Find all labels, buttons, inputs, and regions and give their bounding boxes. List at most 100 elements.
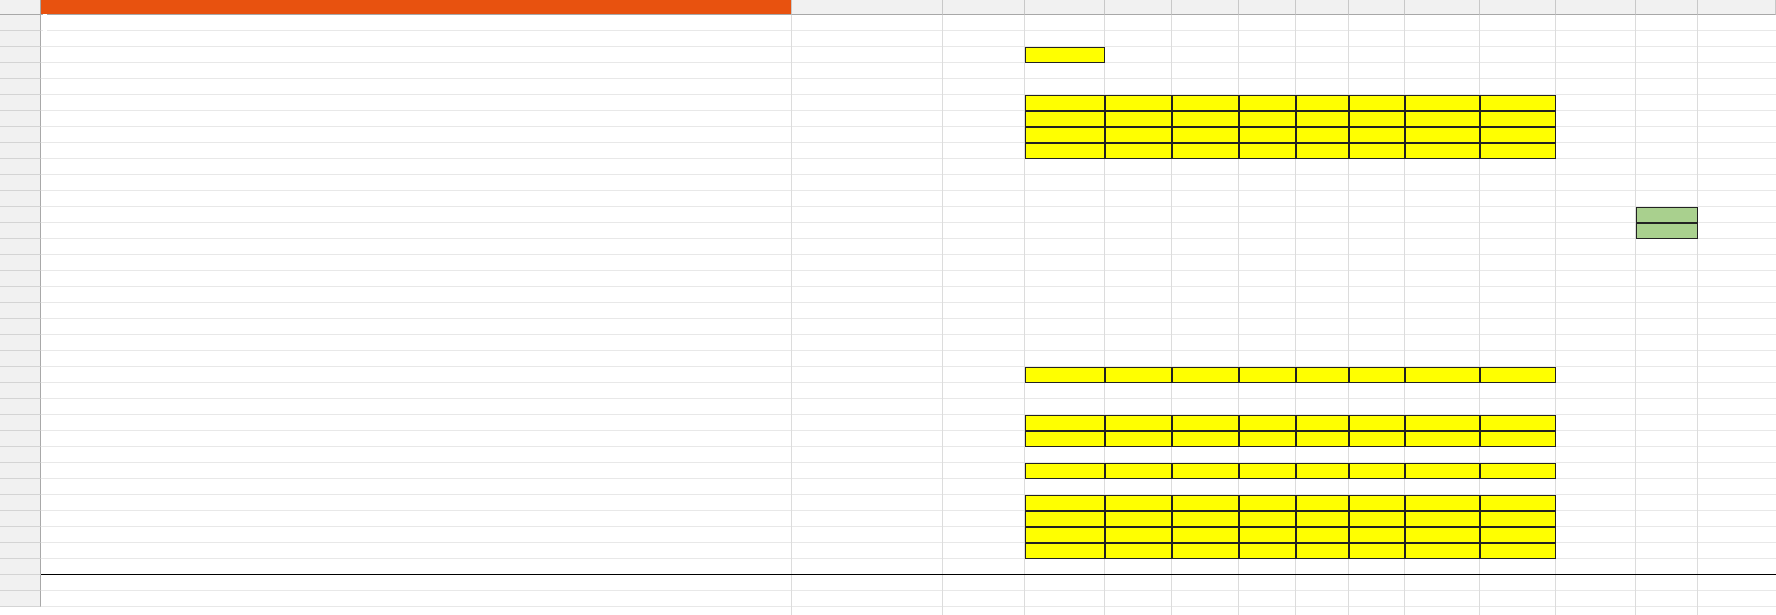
value-cell[interactable] bbox=[1172, 415, 1239, 431]
value-cell[interactable] bbox=[1025, 543, 1105, 559]
value-cell[interactable] bbox=[1296, 127, 1349, 143]
row-header-6[interactable] bbox=[0, 95, 41, 111]
value-cell[interactable] bbox=[1239, 95, 1296, 111]
value-cell[interactable] bbox=[1480, 95, 1556, 111]
column-header-g[interactable] bbox=[1239, 0, 1296, 15]
row-header-30[interactable] bbox=[0, 479, 41, 495]
value-cell[interactable] bbox=[1025, 463, 1105, 479]
value-cell[interactable] bbox=[1405, 495, 1480, 511]
value-cell[interactable] bbox=[1239, 127, 1296, 143]
column-header-j[interactable] bbox=[1405, 0, 1480, 15]
value-cell[interactable] bbox=[1025, 527, 1105, 543]
value-cell[interactable] bbox=[1105, 511, 1172, 527]
value-cell[interactable] bbox=[1296, 495, 1349, 511]
row-header-17[interactable] bbox=[0, 271, 41, 287]
value-cell[interactable] bbox=[1405, 543, 1480, 559]
value-cell[interactable] bbox=[1239, 495, 1296, 511]
value-cell[interactable] bbox=[1405, 367, 1480, 383]
value-cell[interactable] bbox=[1405, 127, 1480, 143]
row-header-35[interactable] bbox=[0, 559, 41, 575]
value-cell[interactable] bbox=[1239, 527, 1296, 543]
value-cell[interactable] bbox=[1239, 367, 1296, 383]
value-cell[interactable] bbox=[1405, 95, 1480, 111]
column-header-b[interactable] bbox=[792, 0, 943, 15]
row-header-11[interactable] bbox=[0, 175, 41, 191]
column-header-m[interactable] bbox=[1636, 0, 1698, 15]
unit-cell-m[interactable] bbox=[1636, 223, 1698, 239]
value-cell[interactable] bbox=[1172, 95, 1239, 111]
value-cell[interactable] bbox=[1296, 463, 1349, 479]
value-cell[interactable] bbox=[1025, 511, 1105, 527]
value-cell[interactable] bbox=[1025, 127, 1105, 143]
value-cell[interactable] bbox=[1405, 415, 1480, 431]
value-cell[interactable] bbox=[1349, 415, 1405, 431]
row-header-20[interactable] bbox=[0, 319, 41, 335]
value-cell[interactable] bbox=[1296, 543, 1349, 559]
value-cell[interactable] bbox=[1172, 543, 1239, 559]
row-header-3[interactable] bbox=[0, 47, 41, 63]
row-header-36[interactable] bbox=[0, 575, 41, 591]
value-cell[interactable] bbox=[1296, 431, 1349, 447]
value-cell[interactable] bbox=[1480, 543, 1556, 559]
row-header-37[interactable] bbox=[0, 591, 41, 607]
value-cell[interactable] bbox=[1025, 415, 1105, 431]
value-cell[interactable] bbox=[1480, 143, 1556, 159]
row-header-27[interactable] bbox=[0, 431, 41, 447]
column-header-f[interactable] bbox=[1172, 0, 1239, 15]
row-header-31[interactable] bbox=[0, 495, 41, 511]
value-cell[interactable] bbox=[1349, 95, 1405, 111]
column-header-c[interactable] bbox=[943, 0, 1025, 15]
value-cell[interactable] bbox=[1172, 127, 1239, 143]
row-header-1[interactable] bbox=[0, 15, 41, 31]
value-cell[interactable] bbox=[1296, 527, 1349, 543]
row-header-9[interactable] bbox=[0, 143, 41, 159]
value-cell[interactable] bbox=[1025, 431, 1105, 447]
value-cell[interactable] bbox=[1349, 127, 1405, 143]
row-header-19[interactable] bbox=[0, 303, 41, 319]
value-cell[interactable] bbox=[1296, 95, 1349, 111]
row-header-28[interactable] bbox=[0, 447, 41, 463]
row-header-18[interactable] bbox=[0, 287, 41, 303]
row-header-24[interactable] bbox=[0, 383, 41, 399]
value-cell[interactable] bbox=[1172, 463, 1239, 479]
column-header-h[interactable] bbox=[1296, 0, 1349, 15]
value-cell[interactable] bbox=[1480, 431, 1556, 447]
value-cell[interactable] bbox=[1105, 415, 1172, 431]
row-header-23[interactable] bbox=[0, 367, 41, 383]
value-cell[interactable] bbox=[1405, 143, 1480, 159]
column-header-e[interactable] bbox=[1105, 0, 1172, 15]
value-cell[interactable] bbox=[1296, 415, 1349, 431]
row-header-29[interactable] bbox=[0, 463, 41, 479]
row-header-33[interactable] bbox=[0, 527, 41, 543]
row-header-16[interactable] bbox=[0, 255, 41, 271]
value-cell[interactable] bbox=[1172, 367, 1239, 383]
value-cell[interactable] bbox=[1172, 495, 1239, 511]
value-cell[interactable] bbox=[1349, 511, 1405, 527]
value-cell[interactable] bbox=[1405, 111, 1480, 127]
value-cell[interactable] bbox=[1025, 95, 1105, 111]
value-cell[interactable] bbox=[1480, 511, 1556, 527]
value-cell[interactable] bbox=[1105, 111, 1172, 127]
value-cell[interactable] bbox=[1405, 431, 1480, 447]
value-cell[interactable] bbox=[1172, 527, 1239, 543]
ext-temp-input[interactable] bbox=[1025, 47, 1105, 63]
value-cell[interactable] bbox=[1349, 431, 1405, 447]
value-cell[interactable] bbox=[1349, 111, 1405, 127]
value-cell[interactable] bbox=[1105, 543, 1172, 559]
value-cell[interactable] bbox=[1480, 415, 1556, 431]
value-cell[interactable] bbox=[1239, 143, 1296, 159]
value-cell[interactable] bbox=[1480, 367, 1556, 383]
column-header-a[interactable] bbox=[41, 0, 792, 15]
value-cell[interactable] bbox=[1349, 367, 1405, 383]
value-cell[interactable] bbox=[1480, 463, 1556, 479]
value-cell[interactable] bbox=[1405, 463, 1480, 479]
value-cell[interactable] bbox=[1349, 463, 1405, 479]
value-cell[interactable] bbox=[1349, 543, 1405, 559]
value-cell[interactable] bbox=[1480, 127, 1556, 143]
value-cell[interactable] bbox=[1480, 527, 1556, 543]
row-header-2[interactable] bbox=[0, 31, 41, 47]
value-cell[interactable] bbox=[1239, 543, 1296, 559]
row-header-7[interactable] bbox=[0, 111, 41, 127]
value-cell[interactable] bbox=[1172, 143, 1239, 159]
row-header-22[interactable] bbox=[0, 351, 41, 367]
